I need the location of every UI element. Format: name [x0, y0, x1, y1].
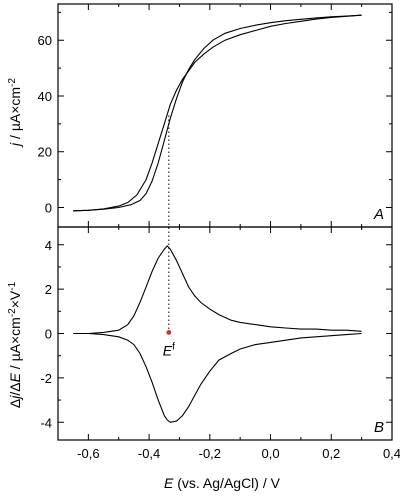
y-tick-label-b: -2: [40, 371, 52, 386]
y-tick-label-b: 4: [45, 238, 52, 253]
panel-a: 0 20 40 60 A: [38, 3, 393, 228]
y-axis-title-b: Δj/ΔE / µA×cm-2×V-1: [7, 281, 23, 408]
y-tick-label-b: 0: [45, 327, 52, 342]
plot-frame-a: [57, 3, 393, 228]
x-tick-label: -0,2: [199, 446, 221, 461]
plot-frame-b: [57, 226, 393, 441]
y-tick-label-b: 2: [45, 282, 52, 297]
y-tick-label-a: 40: [38, 89, 52, 104]
x-tick-label: -0,6: [77, 446, 99, 461]
panel-b: -4 -2 0 2 4 -0,6 -0,4 -0,2 0,0 0,2 0,4 B Ef: [40, 226, 400, 461]
series-line-a-2: [73, 14, 362, 212]
y-tick-label-a: 0: [45, 200, 52, 215]
ef-marker-dot: [166, 329, 172, 335]
series-line-a-1: [73, 14, 362, 212]
x-tick-label: 0,0: [262, 446, 280, 461]
panel-letter-b: B: [374, 419, 384, 436]
y-axis-title-a: j / µA×cm-2: [7, 78, 23, 148]
y-tick-label-a: 20: [38, 145, 52, 160]
y-tick-label-a: 60: [38, 33, 52, 48]
y-tick-label-b: -4: [40, 415, 52, 430]
x-tick-label: -0,4: [138, 446, 160, 461]
series-line-b-2: [73, 332, 362, 423]
x-axis-title: E (vs. Ag/AgCl) / V: [164, 475, 281, 491]
ef-label: Ef: [163, 342, 175, 359]
x-tick-label: 0,4: [383, 446, 400, 461]
x-tick-label: 0,2: [322, 446, 340, 461]
panel-letter-a: A: [373, 206, 384, 223]
series-line-b-1: [73, 245, 362, 335]
